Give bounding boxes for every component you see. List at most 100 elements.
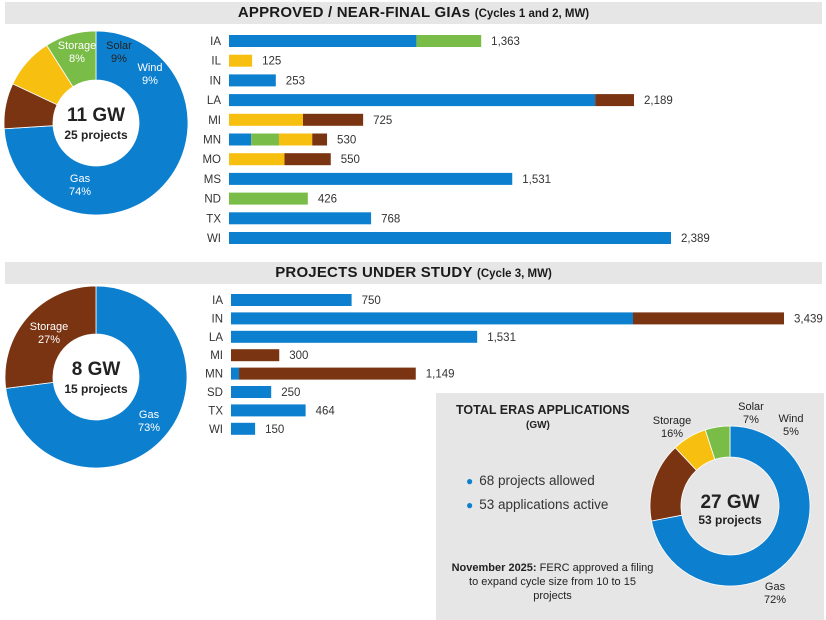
- panel-title: TOTAL ERAS APPLICATIONS: [456, 403, 630, 417]
- donut-center-value: 11 GW: [67, 105, 125, 126]
- bar-mi-solar: [229, 113, 304, 126]
- bar-value-label: 1,149: [426, 369, 455, 381]
- bar-in-gas: [231, 312, 634, 325]
- state-label-sd: SD: [207, 387, 223, 399]
- section-title: APPROVED / NEAR-FINAL GIAs: [237, 4, 471, 21]
- bar-mi-storage: [303, 113, 364, 126]
- state-label-la: LA: [207, 95, 221, 107]
- bar-value-label: 2,389: [681, 233, 710, 245]
- bar-value-label: 1,363: [491, 36, 520, 48]
- bar-value-label: 150: [265, 424, 284, 436]
- bullet-text: 68 projects allowed: [479, 473, 595, 488]
- total-eras-panel: TOTAL ERAS APPLICATIONS (GW) ● 68 project…: [436, 393, 824, 620]
- bar-value-label: 250: [281, 387, 300, 399]
- bar-in-storage: [633, 312, 784, 325]
- note-date: November 2025:: [451, 562, 537, 574]
- section-title: PROJECTS UNDER STUDY: [275, 264, 473, 281]
- donut-pct-storage: 27%: [38, 334, 60, 346]
- bar-value-label: 3,439: [794, 313, 823, 325]
- bullet-applications-active: ● 53 applications active: [466, 497, 608, 512]
- donut-label-gas: Gas: [139, 409, 160, 421]
- bar-la-storage: [595, 94, 634, 107]
- bar-value-label: 1,531: [487, 332, 516, 344]
- bar-value-label: 464: [316, 405, 336, 417]
- bar-mn-storage: [312, 133, 328, 146]
- bar-mn-wind: [251, 133, 279, 146]
- bullet-dot-icon: ●: [466, 474, 474, 488]
- panel-unit: (GW): [526, 420, 550, 431]
- bar-value-label: 530: [337, 135, 356, 147]
- bar-mn-solar: [278, 133, 313, 146]
- state-label-in: IN: [210, 75, 222, 87]
- state-label-mn: MN: [203, 135, 221, 147]
- state-label-ia: IA: [212, 295, 223, 307]
- bar-tx-gas: [231, 404, 306, 417]
- bar-mo-solar: [229, 153, 285, 166]
- bar-value-label: 300: [289, 350, 308, 362]
- bar-la-gas: [231, 330, 478, 343]
- donut-slice-solar: [12, 44, 74, 106]
- bar-value-label: 750: [362, 295, 381, 307]
- state-label-mn: MN: [205, 369, 223, 381]
- bar-nd-wind: [229, 192, 308, 205]
- section-banner-approved: APPROVED / NEAR-FINAL GIAs (Cycles 1 and…: [5, 2, 822, 24]
- bar-mi-storage: [231, 349, 280, 362]
- bar-ms-gas: [229, 172, 513, 185]
- bar-tx-gas: [229, 212, 372, 225]
- bar-value-label: 2,189: [644, 95, 673, 107]
- bar-mn-storage: [239, 367, 416, 380]
- state-label-mo: MO: [202, 154, 221, 166]
- donut-label-wind: Wind: [137, 62, 162, 74]
- bar-mn-gas: [229, 133, 252, 146]
- donut-pct-wind: 9%: [142, 75, 158, 87]
- bar-value-label: 768: [381, 213, 400, 225]
- section-banner-study: PROJECTS UNDER STUDY (Cycle 3, MW): [5, 262, 822, 284]
- state-label-ms: MS: [204, 174, 222, 186]
- state-label-la: LA: [209, 332, 223, 344]
- note-text: FERC approved a filing to expand cycle s…: [469, 562, 654, 602]
- bullet-dot-icon: ●: [466, 498, 474, 512]
- ferc-note: November 2025: FERC approved a filing to…: [450, 561, 655, 603]
- donut-center-label: 15 projects: [64, 382, 128, 396]
- donut-pct-gas: 74%: [69, 186, 91, 198]
- state-label-tx: TX: [206, 213, 221, 225]
- bar-wi-gas: [229, 232, 671, 244]
- bar-la-gas: [229, 94, 596, 107]
- bar-value-label: 550: [341, 154, 360, 166]
- donut-slice-gas: [3, 30, 189, 216]
- donut-pct-solar: 9%: [111, 53, 127, 65]
- donut-slice-storage: [4, 285, 97, 389]
- state-label-mi: MI: [210, 350, 223, 362]
- donut-label-solar: Solar: [106, 40, 132, 52]
- state-label-in: IN: [212, 313, 224, 325]
- bar-value-label: 253: [286, 75, 305, 87]
- donut-label-storage: Storage: [58, 40, 97, 52]
- bar-ia-gas: [229, 35, 417, 47]
- bullet-text: 53 applications active: [479, 497, 609, 512]
- bar-value-label: 426: [318, 194, 337, 206]
- section-subtitle: (Cycles 1 and 2, MW): [474, 8, 590, 20]
- donut-pct-gas: 73%: [138, 422, 160, 434]
- bar-il-solar: [229, 54, 253, 67]
- donut-center-value: 8 GW: [72, 359, 121, 380]
- bar-sd-gas: [231, 386, 272, 398]
- bar-value-label: 125: [262, 56, 281, 68]
- bar-ia-wind: [416, 35, 482, 47]
- donut-slice-gas: [5, 285, 188, 469]
- donut-center-label: 25 projects: [64, 128, 128, 142]
- state-label-il: IL: [211, 56, 221, 68]
- approved-bars: IA 1,363 IL 125 IN 253 LA 2,189 MI 725 MN 530 MO 550 M…: [202, 35, 710, 245]
- state-label-ia: IA: [210, 36, 221, 48]
- bar-value-label: 1,531: [522, 174, 551, 186]
- donut-slice-wind: [46, 30, 97, 88]
- state-label-mi: MI: [208, 115, 221, 127]
- state-label-wi: WI: [207, 233, 221, 245]
- state-label-nd: ND: [204, 194, 221, 206]
- bullet-projects-allowed: ● 68 projects allowed: [466, 473, 595, 488]
- state-label-tx: TX: [208, 405, 223, 417]
- bar-in-gas: [229, 74, 276, 87]
- state-label-wi: WI: [209, 424, 223, 436]
- donut-pct-storage: 8%: [69, 53, 85, 65]
